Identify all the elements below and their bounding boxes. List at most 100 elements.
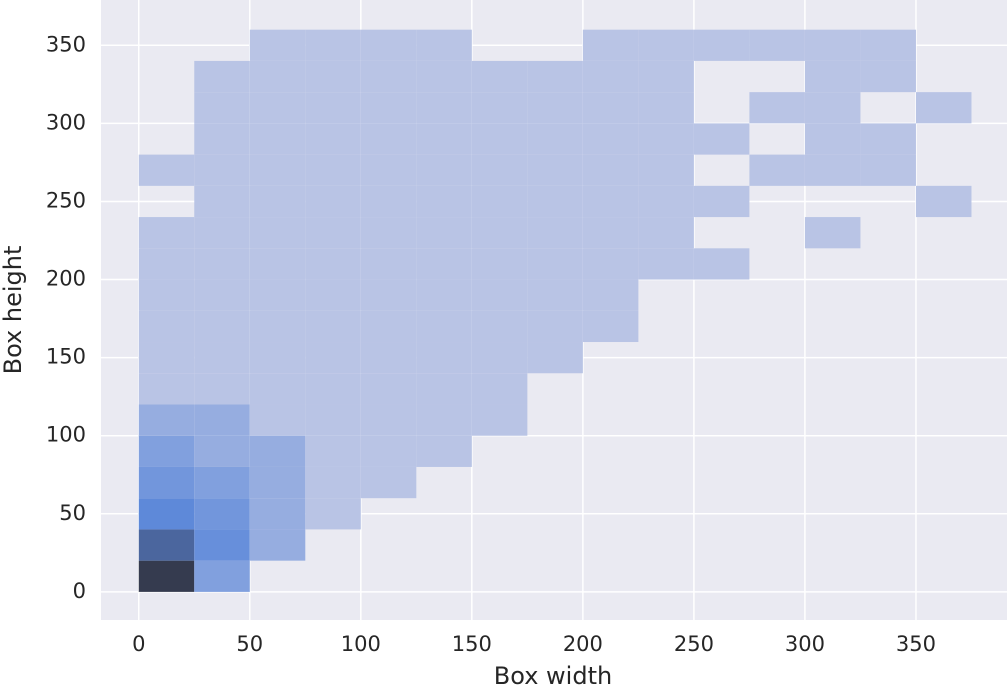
hist-cell: [360, 154, 417, 186]
hist-cell: [749, 92, 805, 124]
hist-cell: [416, 342, 472, 374]
y-tick-label: 300: [46, 110, 86, 134]
hist-cell: [416, 185, 472, 218]
hist-cell: [138, 154, 195, 186]
hist-cell: [527, 248, 583, 280]
hist-cell: [693, 248, 750, 280]
hist-cell: [638, 154, 694, 186]
hist-cell: [305, 185, 361, 218]
hist-cell: [527, 60, 583, 93]
hist-cell: [804, 217, 861, 249]
hist-cell: [194, 154, 250, 186]
hist-cell: [860, 154, 916, 186]
hist-cell: [416, 310, 472, 343]
hist-cell: [527, 185, 583, 218]
x-axis-label: Box width: [494, 662, 612, 689]
hist-cell: [416, 435, 472, 467]
hist-cell: [471, 248, 528, 280]
hist-cell: [249, 123, 306, 155]
hist-cell: [638, 60, 694, 93]
x-tick-label: 250: [674, 632, 714, 656]
hist-cell: [194, 92, 250, 124]
hist-cell: [915, 185, 972, 218]
y-axis-label: Box height: [0, 246, 27, 375]
hist-cell: [305, 279, 361, 311]
x-tick-label: 150: [452, 632, 492, 656]
hist-cell: [416, 217, 472, 249]
hist-cell: [194, 560, 250, 592]
hist-cell: [194, 217, 250, 249]
hist-cell: [249, 498, 306, 530]
hist-cell: [249, 373, 306, 405]
hist-cell: [360, 310, 417, 343]
hist-cell: [138, 498, 195, 530]
hist-cell: [360, 185, 417, 218]
hist-cell: [194, 435, 250, 467]
hist-cell: [138, 248, 195, 280]
hist-cell: [194, 185, 250, 218]
hist-cell: [249, 154, 306, 186]
hist-cell: [582, 279, 639, 311]
hist-cell: [194, 404, 250, 436]
hist-cell: [360, 29, 417, 61]
hist-cell: [638, 248, 694, 280]
hist-cell: [138, 279, 195, 311]
hist-cell: [471, 92, 528, 124]
hist-cell: [360, 60, 417, 93]
hist-cell: [249, 404, 306, 436]
hist-cell: [194, 342, 250, 374]
hist-cell: [249, 310, 306, 343]
hist-cell: [471, 123, 528, 155]
hist-cell: [305, 29, 361, 61]
hist-cell: [249, 217, 306, 249]
hist-cell: [804, 123, 861, 155]
hist-cell: [305, 217, 361, 249]
hist-cell: [305, 435, 361, 467]
hist-cell: [471, 217, 528, 249]
hist-cell: [360, 373, 417, 405]
hist-cell: [638, 92, 694, 124]
hist-cell: [693, 185, 750, 218]
hist-cell: [804, 29, 861, 61]
hist-cell: [471, 342, 528, 374]
hist-cell: [582, 92, 639, 124]
hist-cell: [138, 466, 195, 499]
hist-cell: [305, 123, 361, 155]
hist-cell: [249, 529, 306, 561]
hist-cell: [804, 92, 861, 124]
x-tick-label: 200: [563, 632, 603, 656]
hist-cell: [416, 154, 472, 186]
hist-cell: [804, 60, 861, 93]
hist-cell: [527, 342, 583, 374]
y-tick-label: 200: [46, 267, 86, 291]
hist-cell: [416, 404, 472, 436]
hist-cell: [527, 154, 583, 186]
hist-cell: [305, 154, 361, 186]
hist-cell: [638, 185, 694, 218]
hist-cell: [249, 248, 306, 280]
hist-cell: [638, 123, 694, 155]
hist-cell: [360, 123, 417, 155]
hist-cell: [360, 342, 417, 374]
hist-cell: [527, 92, 583, 124]
hist-cell: [360, 435, 417, 467]
hist-cell: [138, 529, 195, 561]
hist-cell: [138, 435, 195, 467]
hist-cell: [249, 60, 306, 93]
hist-cell: [638, 217, 694, 249]
hist-cell: [249, 466, 306, 499]
hist-cell: [582, 154, 639, 186]
y-tick-label: 250: [46, 188, 86, 212]
hist-cell: [582, 217, 639, 249]
hist-cell: [582, 123, 639, 155]
hist-cell: [305, 373, 361, 405]
y-tick-label: 350: [46, 32, 86, 56]
hist-cell: [582, 60, 639, 93]
hist-cell: [249, 279, 306, 311]
y-tick-label: 0: [73, 579, 86, 603]
hist-cell: [527, 279, 583, 311]
hist-cell: [416, 248, 472, 280]
hist-cell: [416, 60, 472, 93]
hist-cell: [693, 123, 750, 155]
